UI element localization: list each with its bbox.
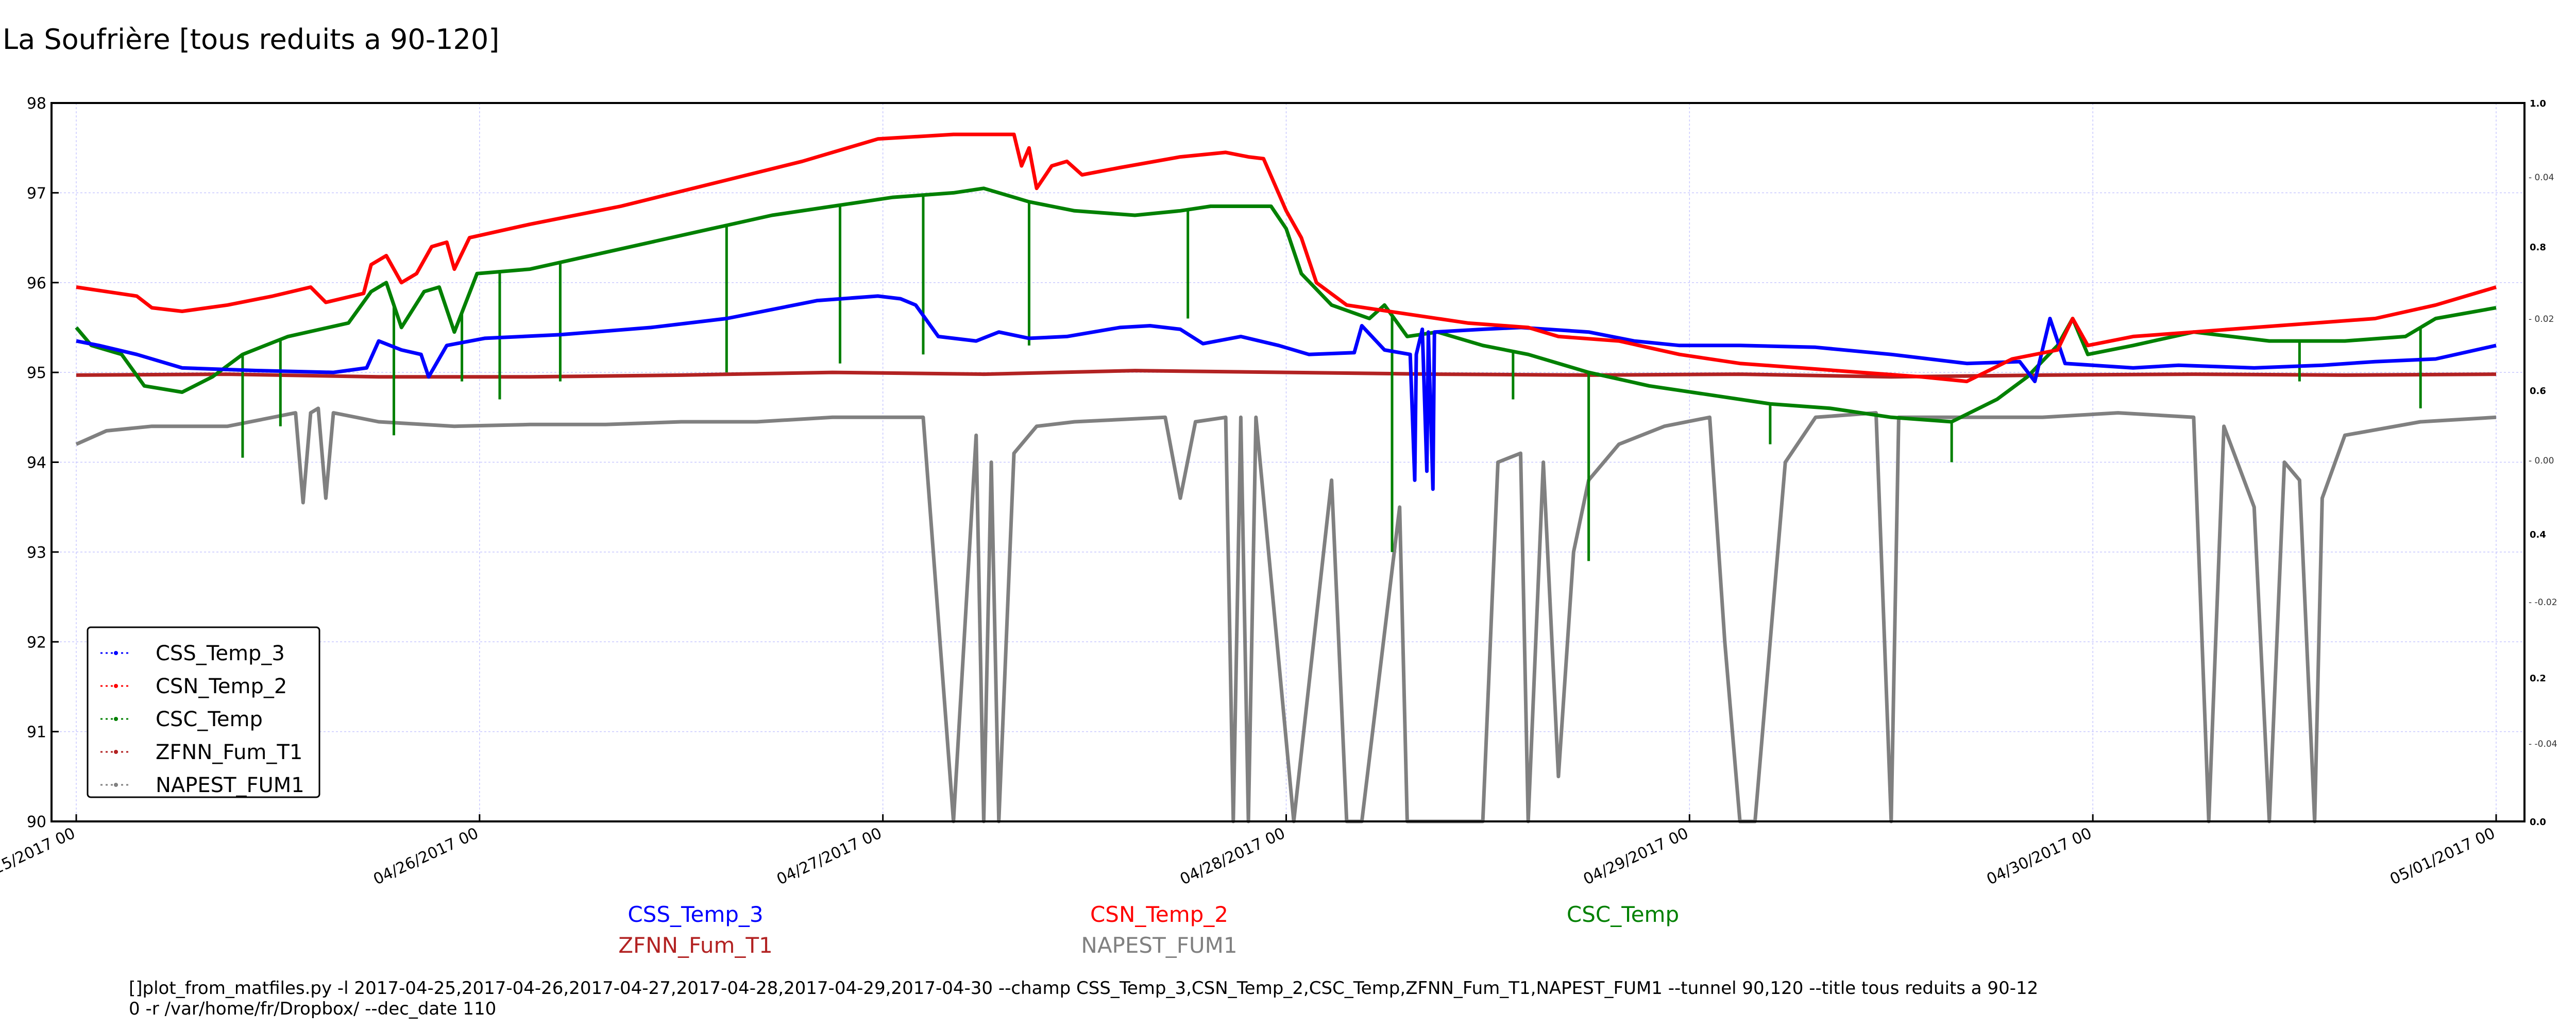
legend-box: [87, 626, 320, 798]
right-tick-label: 0.2: [2530, 673, 2546, 684]
annotation-line: 0 -r /var/home/fr/Dropbox/ --dec_date 11…: [129, 999, 496, 1019]
right-tick-label: 0.0: [2530, 817, 2546, 828]
legend-marker: [114, 651, 118, 655]
legend-label: CSN_Temp_2: [156, 675, 287, 698]
legend: CSS_Temp_3 CSN_Temp_2 CSC_Temp ZFNN_Fum_T1 N…: [87, 626, 320, 798]
legend-label: CSC_Temp: [156, 708, 263, 731]
x-tick-label: 04/28/2017 00: [1177, 825, 1288, 889]
y-tick-label: 93: [27, 544, 46, 562]
x-tick-label: 04/30/2017 00: [1984, 825, 2095, 889]
y-tick-label: 90: [27, 813, 46, 831]
bottom-legend-label: CSN_Temp_2: [1090, 902, 1228, 927]
y-tick-label: 92: [27, 633, 46, 651]
x-tick-label: 04/25/2017 00: [0, 825, 78, 889]
y-tick-label: 91: [27, 724, 46, 742]
bottom-legend-label: CSC_Temp: [1567, 902, 1679, 927]
right-tick-label: 0.4: [2530, 529, 2546, 540]
x-tick-label: 05/01/2017 00: [2387, 825, 2498, 889]
y-tick-label: 95: [27, 364, 46, 382]
legend-marker: [114, 750, 118, 754]
legend-marker: [114, 783, 118, 787]
series-line-csc_temp: [75, 186, 2497, 424]
right-tick-label: 0.8: [2530, 242, 2546, 253]
right-tick-label-secondary: - -0.02: [2529, 597, 2557, 608]
series-line-csn_temp_2: [76, 132, 2497, 384]
right-tick-label: 1.0: [2530, 98, 2546, 109]
right-axis: 0.0 0.2 0.4 0.6 0.8 1.0 - -0.04 - -0.02 - 0.00 - …: [2529, 98, 2557, 828]
y-tick-label: 98: [27, 95, 46, 113]
bottom-legend-label: ZFNN_Fum_T1: [618, 933, 773, 958]
x-axis: 04/25/2017 00 04/26/2017 00 04/27/2017 00 0…: [0, 814, 2498, 888]
legend-label: NAPEST_FUM1: [156, 774, 304, 797]
right-tick-label: 0.6: [2530, 386, 2546, 397]
y-tick-label: 96: [27, 274, 46, 293]
legend-marker: [114, 717, 118, 721]
x-tick-label: 04/26/2017 00: [370, 825, 481, 889]
legend-label: ZFNN_Fum_T1: [156, 741, 302, 764]
x-tick-label: 04/29/2017 00: [1581, 825, 1691, 889]
y-tick-label: 94: [27, 454, 46, 472]
right-tick-label-secondary: - 0.00: [2529, 456, 2554, 466]
bottom-legend: CSS_Temp_3 CSN_Temp_2 CSC_Temp ZFNN_Fum_T1 N…: [618, 902, 1679, 958]
command-annotation: []plot_from_matfiles.py -l 2017-04-25,20…: [129, 978, 2038, 1019]
right-tick-label-secondary: - 0.02: [2529, 314, 2554, 324]
chart-title: La Soufrière [tous reduits a 90-120]: [3, 23, 499, 56]
annotation-line: []plot_from_matfiles.py -l 2017-04-25,20…: [129, 978, 2038, 999]
right-tick-label-secondary: - 0.04: [2529, 173, 2554, 183]
series-line-zfnn_fum_t1: [76, 369, 2497, 379]
x-tick-label: 04/27/2017 00: [774, 825, 885, 889]
legend-marker: [114, 684, 118, 688]
legend-label: CSS_Temp_3: [156, 642, 285, 665]
y-tick-label: 97: [27, 184, 46, 202]
right-tick-label-secondary: - -0.04: [2529, 739, 2557, 749]
bottom-legend-label: CSS_Temp_3: [628, 902, 763, 927]
bottom-legend-label: NAPEST_FUM1: [1081, 933, 1237, 958]
y-axis: 90 91 92 93 94 95 96 97 98: [27, 95, 59, 831]
